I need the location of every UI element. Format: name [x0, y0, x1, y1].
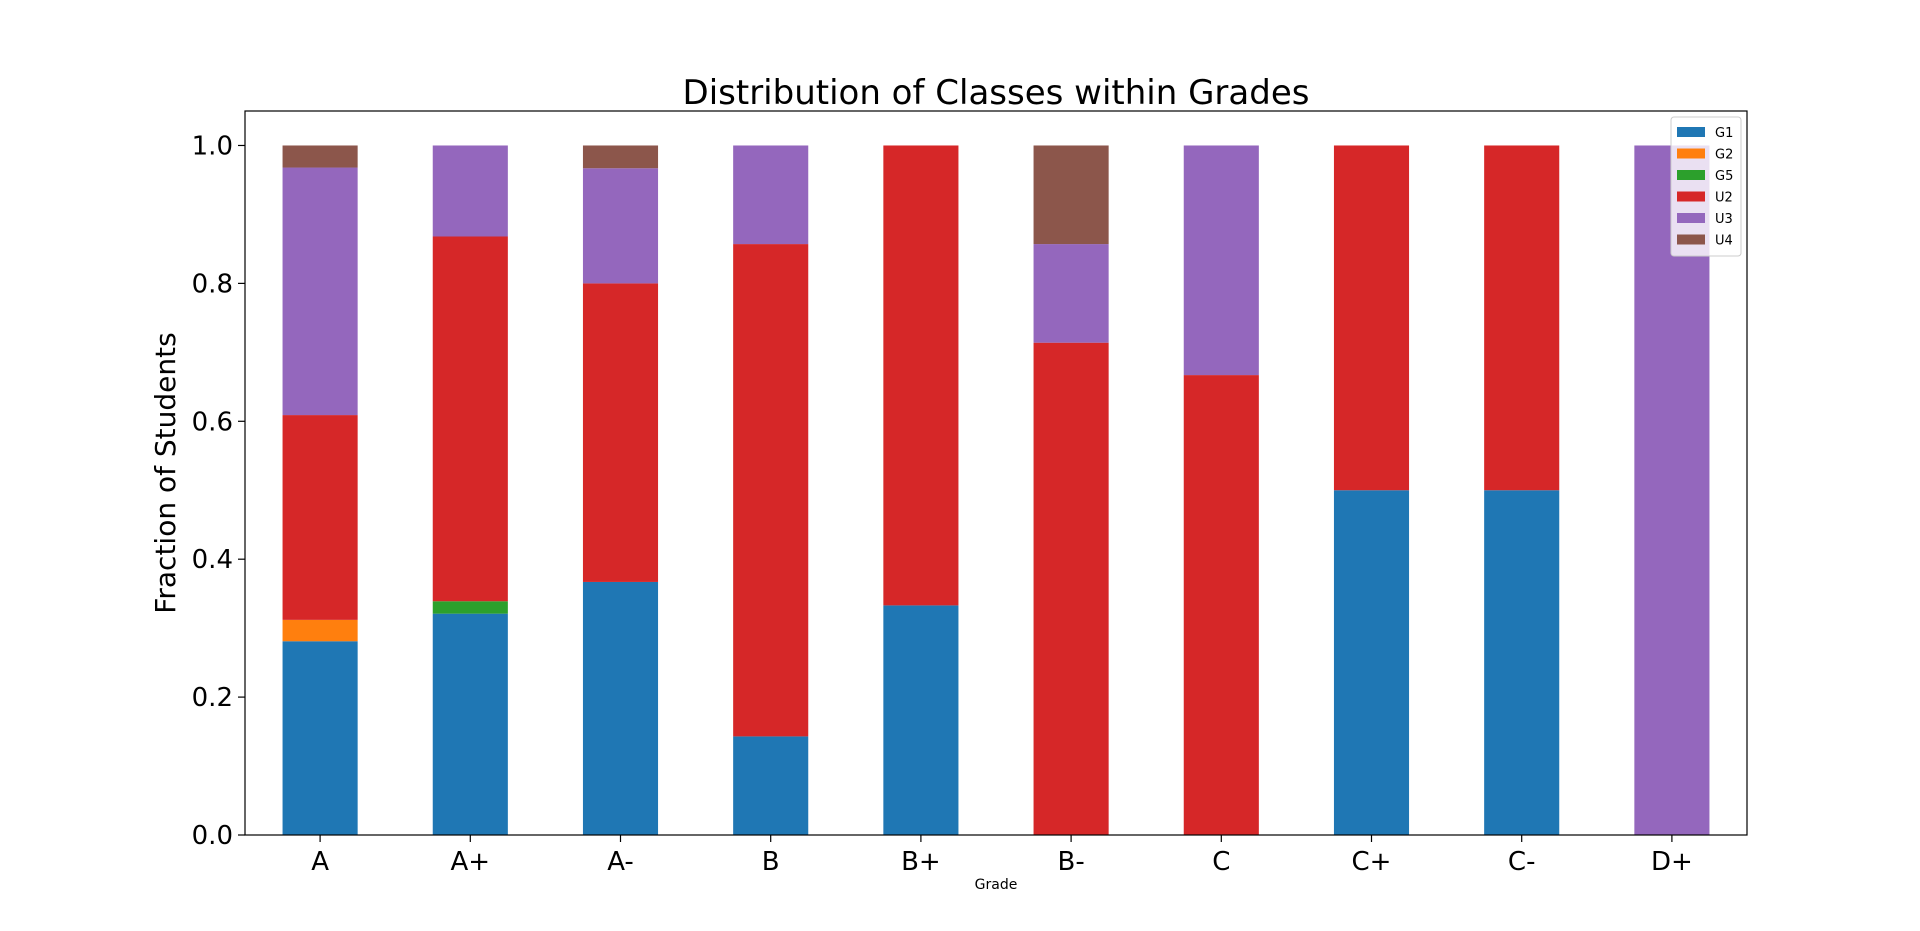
bar-u4-A — [282, 145, 358, 168]
x-tick-label: A — [311, 847, 329, 877]
legend-label-g2: G2 — [1715, 148, 1733, 163]
legend-swatch-g1 — [1677, 127, 1705, 137]
bar-u2-B- — [1033, 342, 1109, 835]
y-tick-label: 0.6 — [192, 407, 233, 437]
x-axis-label: Grade — [975, 877, 1018, 893]
legend-swatch-g5 — [1677, 170, 1705, 180]
legend-swatch-u4 — [1677, 234, 1705, 245]
bar-g1-C- — [1484, 490, 1560, 835]
legend-label-u4: U4 — [1715, 234, 1733, 249]
bar-u3-A — [282, 167, 358, 416]
x-axis: A A+ A- B B+ B- C C+ C- D+ — [311, 835, 1693, 877]
x-tick-label: C+ — [1352, 847, 1392, 877]
y-tick-label: 0.4 — [192, 545, 233, 575]
legend-label-g1: G1 — [1715, 126, 1733, 141]
bar-u3-C — [1183, 145, 1259, 376]
y-tick-label: 1.0 — [192, 131, 233, 161]
legend-label-u2: U2 — [1715, 191, 1733, 206]
bar-u2-B+ — [883, 145, 959, 606]
bar-u4-B- — [1033, 145, 1109, 245]
bar-g1-B+ — [883, 605, 959, 835]
x-tick-label: A- — [607, 847, 634, 877]
bar-u4-A- — [582, 145, 659, 169]
x-tick-label: A+ — [451, 847, 491, 877]
bar-u3-A+ — [432, 145, 508, 237]
y-tick-label: 0.2 — [192, 683, 233, 713]
bar-u3-D+ — [1634, 145, 1710, 836]
bar-g1-A- — [582, 581, 659, 835]
legend-swatch-g2 — [1677, 148, 1705, 159]
x-tick-label: C — [1212, 847, 1230, 877]
bar-u3-A- — [582, 168, 659, 284]
bar-u2-A+ — [432, 236, 508, 602]
bar-u3-B- — [1033, 244, 1109, 343]
y-tick-label: 0.8 — [192, 269, 233, 299]
bar-g2-A — [282, 619, 358, 642]
chart-title: Distribution of Classes within Grades — [683, 73, 1310, 113]
bar-g1-B — [733, 736, 809, 835]
bar-g1-A — [282, 641, 358, 835]
bar-u2-C- — [1484, 145, 1560, 491]
bar-g5-A+ — [432, 601, 508, 614]
legend-swatch-u2 — [1677, 191, 1705, 202]
bar-u2-A- — [582, 283, 659, 582]
legend-label-u3: U3 — [1715, 212, 1733, 227]
legend-label-g5: G5 — [1715, 169, 1733, 184]
y-axis-label: Fraction of Students — [149, 332, 182, 613]
bar-g1-A+ — [432, 613, 508, 835]
y-tick-label: 0.0 — [192, 821, 233, 851]
legend-swatch-u3 — [1677, 213, 1705, 223]
y-axis: 0.0 0.2 0.4 0.6 0.8 1.0 — [192, 131, 245, 851]
legend: G1 G2 G5 U2 U3 U4 — [1670, 116, 1742, 257]
bar-u2-A — [282, 415, 358, 620]
bar-u2-B — [733, 244, 809, 737]
bar-g1-C+ — [1333, 490, 1410, 835]
bar-u2-C+ — [1333, 145, 1410, 491]
x-tick-label: D+ — [1651, 847, 1693, 877]
plot-frame — [244, 110, 1748, 836]
bar-u3-B — [733, 145, 809, 245]
x-tick-label: C- — [1508, 847, 1536, 877]
bars-layer — [282, 145, 1710, 836]
x-tick-label: B+ — [901, 847, 941, 877]
x-tick-label: B- — [1057, 847, 1084, 877]
x-tick-label: B — [762, 847, 780, 877]
bar-u2-C — [1183, 375, 1259, 835]
